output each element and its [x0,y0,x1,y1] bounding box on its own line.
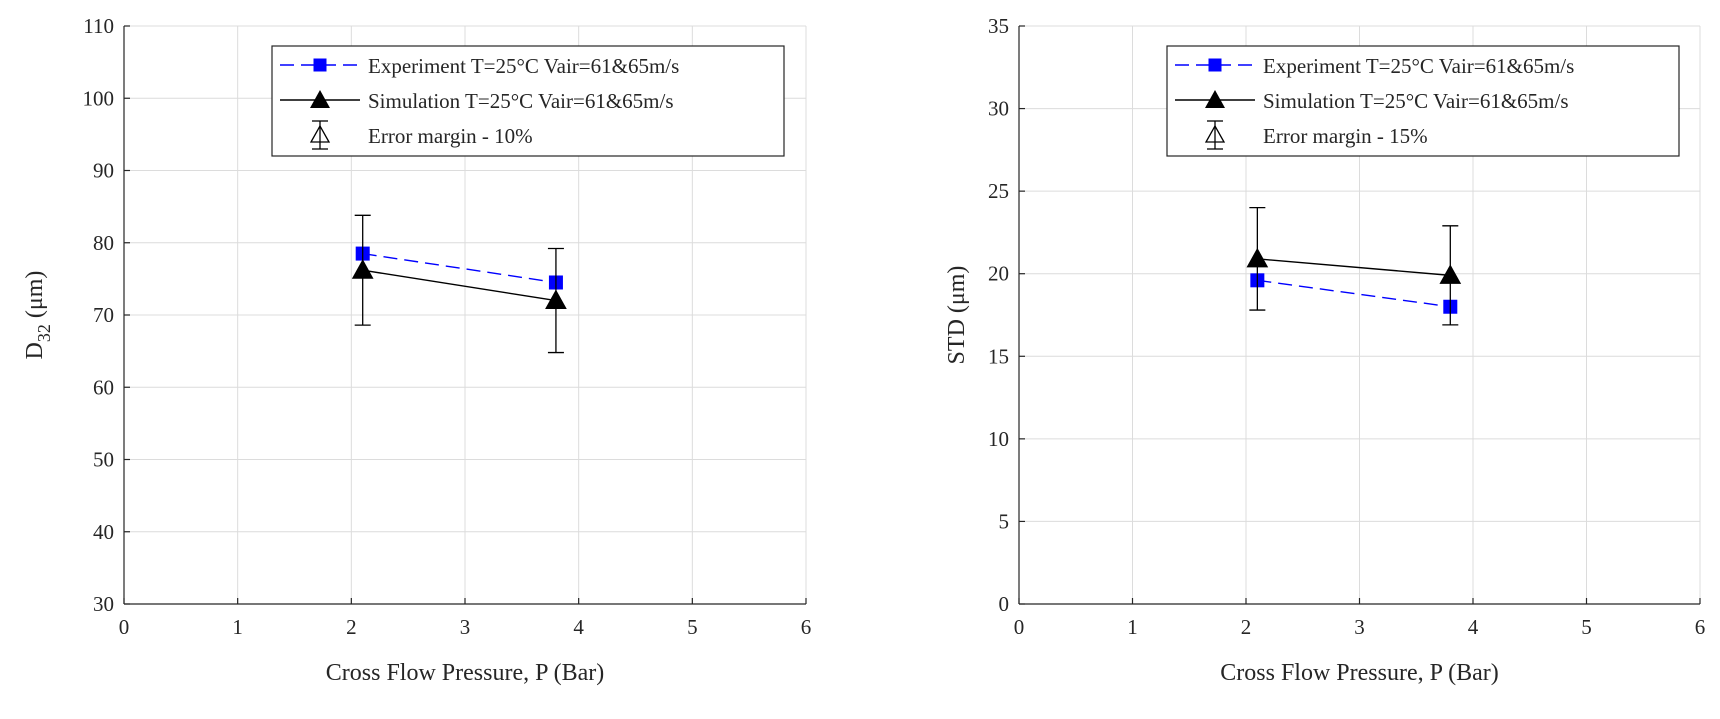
series-line-1 [1257,258,1451,277]
y-tick-label: 30 [988,97,1009,121]
legend-label-error-margin: Error margin - 15% [1263,124,1428,148]
x-tick-label: 1 [232,615,243,639]
x-tick-label: 4 [573,615,584,639]
legend-label-simulation: Simulation T=25°C Vair=61&65m/s [368,89,674,113]
y-tick-label: 100 [83,86,115,110]
x-tick-label: 4 [1468,615,1479,639]
y-tick-label: 40 [93,520,114,544]
legend-swatch-triangle-outline [309,124,331,143]
data-point-triangle [1246,247,1269,268]
y-tick-label: 15 [988,344,1009,368]
x-tick-label: 0 [119,615,130,639]
y-tick-label: 50 [93,448,114,472]
x-tick-label: 2 [1241,615,1252,639]
legend-swatch-triangle [310,90,330,108]
x-tick-label: 1 [1127,615,1138,639]
x-axis-title: Cross Flow Pressure, P (Bar) [326,660,604,686]
y-axis-title: STD (μm) [944,266,970,365]
x-tick-label: 3 [460,615,471,639]
y-tick-label: 0 [999,592,1010,616]
legend-label-simulation: Simulation T=25°C Vair=61&65m/s [1263,89,1569,113]
y-tick-label: 35 [988,14,1009,38]
d32-chart: 0 1 2 3 4 5 6 30 40 50 60 70 80 90 100 110 Cross Flow Pr… [22,14,811,686]
legend-swatch-square [313,58,327,72]
y-axis-title-main: STD [944,319,970,364]
y-tick-label: 90 [93,159,114,183]
y-axis-title-unit: (μm) [944,266,970,320]
y-tick-label: 5 [999,509,1010,533]
legend-box [1166,45,1680,157]
data-point-triangle [545,289,567,310]
series-line-1 [362,269,557,302]
series-line-0 [1257,279,1451,308]
x-tick-label: 5 [1581,615,1592,639]
y-tick-label: 70 [93,303,114,327]
y-tick-label: 30 [93,592,114,616]
legend-swatch-triangle [1205,90,1225,108]
y-tick-label: 110 [83,14,114,38]
data-point-triangle [351,259,374,279]
legend-box [271,45,785,157]
x-axis-title: Cross Flow Pressure, P (Bar) [1220,660,1498,686]
y-axis-title-unit: (μm) [22,271,48,325]
x-tick-label: 3 [1354,615,1365,639]
legend-swatch-triangle-outline [1204,124,1226,143]
y-tick-label: 25 [988,179,1009,203]
legend-label-experiment: Experiment T=25°C Vair=61&65m/s [1263,54,1574,78]
legend-label-experiment: Experiment T=25°C Vair=61&65m/s [368,54,679,78]
legend-label-error-margin: Error margin - 10% [368,124,533,148]
legend-swatch-square [1208,58,1222,72]
y-tick-label: 60 [93,375,114,399]
y-axis-title-main: D [22,342,48,359]
x-tick-label: 2 [346,615,357,639]
y-tick-label: 10 [988,427,1009,451]
x-tick-label: 0 [1014,615,1025,639]
x-tick-label: 6 [1695,615,1706,639]
std-chart: 0 1 2 3 4 5 6 0 5 10 15 20 25 30 35 Cross Flow Pressure… [944,14,1705,686]
x-tick-label: 6 [801,615,812,639]
y-axis-title: D32 (μm) [22,271,54,360]
series-line-0 [362,252,557,284]
x-tick-label: 5 [687,615,698,639]
data-point-triangle [1439,264,1462,284]
y-tick-label: 20 [988,262,1009,286]
y-tick-label: 80 [93,231,114,255]
y-axis-title-subscript: 32 [34,324,54,342]
